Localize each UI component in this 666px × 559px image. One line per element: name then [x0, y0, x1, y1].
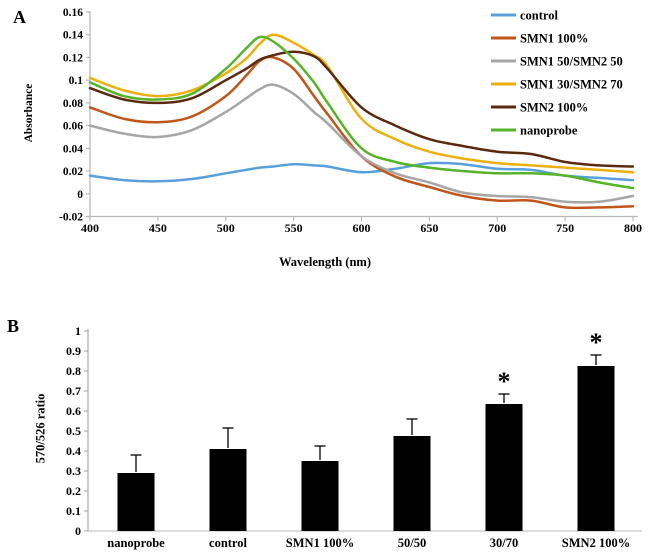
- series-line-nanoprobe: [88, 35, 635, 190]
- a-y-tick-label: 0.02: [63, 166, 83, 178]
- legend-label: control: [520, 9, 558, 23]
- wavelength-axis-title: Wavelength (nm): [278, 255, 371, 269]
- legend-label: SMN1 30/SMN2 70: [520, 78, 623, 92]
- legend-label: nanoprobe: [520, 124, 578, 138]
- significance-asterisk: *: [590, 328, 603, 357]
- b-y-tick-label: 0.6: [66, 404, 81, 418]
- b-category-label: 50/50: [398, 536, 426, 550]
- a-x-tick-label: 400: [81, 221, 99, 235]
- bar-30-70: [485, 404, 523, 531]
- bar-control: [209, 449, 247, 531]
- series-line-smn1-100-: [88, 55, 635, 210]
- legend-label: SMN1 50/SMN2 50: [520, 55, 623, 69]
- a-x-tick-label: 500: [217, 221, 235, 235]
- a-y-tick-label: 0.16: [63, 7, 83, 19]
- b-category-label: control: [209, 536, 247, 550]
- b-y-tick-label: 0: [75, 524, 81, 538]
- bar-nanoprobe: [117, 473, 155, 531]
- a-x-tick-label: 750: [556, 221, 574, 235]
- a-y-tick-label: 0.1: [69, 75, 84, 87]
- a-y-tick-label: -0.02: [59, 212, 83, 224]
- b-y-tick-label: 0.1: [66, 504, 81, 518]
- a-y-tick-label: 0: [77, 189, 83, 201]
- a-y-tick-label: 0.14: [63, 30, 83, 42]
- a-x-tick-label: 800: [624, 221, 642, 235]
- a-y-tick-label: 0.08: [63, 98, 83, 110]
- b-y-tick-label: 0.7: [66, 384, 81, 398]
- ratio-axis-title: 570/526 ratio: [33, 393, 48, 464]
- a-x-tick-label: 600: [353, 221, 371, 235]
- series-line-smn2-100-: [88, 50, 635, 168]
- b-category-label: 30/70: [490, 536, 518, 550]
- a-y-tick-label: 0.04: [63, 143, 83, 155]
- a-x-tick-label: 450: [149, 221, 167, 235]
- b-y-tick-label: 1: [75, 324, 81, 338]
- bar-smn2-100-: [577, 366, 615, 531]
- panel-b-label: B: [7, 316, 20, 336]
- absorbance-axis-title: Absorbance: [23, 83, 35, 143]
- legend-label: SMN2 100%: [520, 101, 588, 115]
- legend-label: SMN1 100%: [520, 32, 588, 46]
- a-y-tick-label: 0.06: [63, 121, 83, 133]
- bar-smn1-100-: [301, 461, 339, 531]
- b-y-tick-label: 0.9: [66, 344, 81, 358]
- b-y-tick-label: 0.4: [66, 444, 81, 458]
- a-y-tick-label: 0.12: [63, 52, 83, 64]
- b-y-tick-label: 0.5: [66, 424, 81, 438]
- panel-a-label: A: [13, 7, 26, 27]
- a-x-tick-label: 650: [420, 221, 438, 235]
- b-category-label: nanoprobe: [107, 536, 165, 550]
- significance-asterisk: *: [498, 367, 511, 396]
- bar-50-50: [393, 436, 431, 531]
- series-line-smn1-30-smn2-70: [88, 33, 635, 174]
- b-y-tick-label: 0.3: [66, 464, 81, 478]
- a-x-tick-label: 550: [285, 221, 303, 235]
- b-y-tick-label: 0.8: [66, 364, 81, 378]
- a-x-tick-label: 700: [488, 221, 506, 235]
- series-line-control: [88, 161, 635, 183]
- b-category-label: SMN2 100%: [562, 536, 630, 550]
- series-line-smn1-50-smn2-50: [88, 83, 635, 204]
- b-y-tick-label: 0.2: [66, 484, 81, 498]
- b-category-label: SMN1 100%: [286, 536, 354, 550]
